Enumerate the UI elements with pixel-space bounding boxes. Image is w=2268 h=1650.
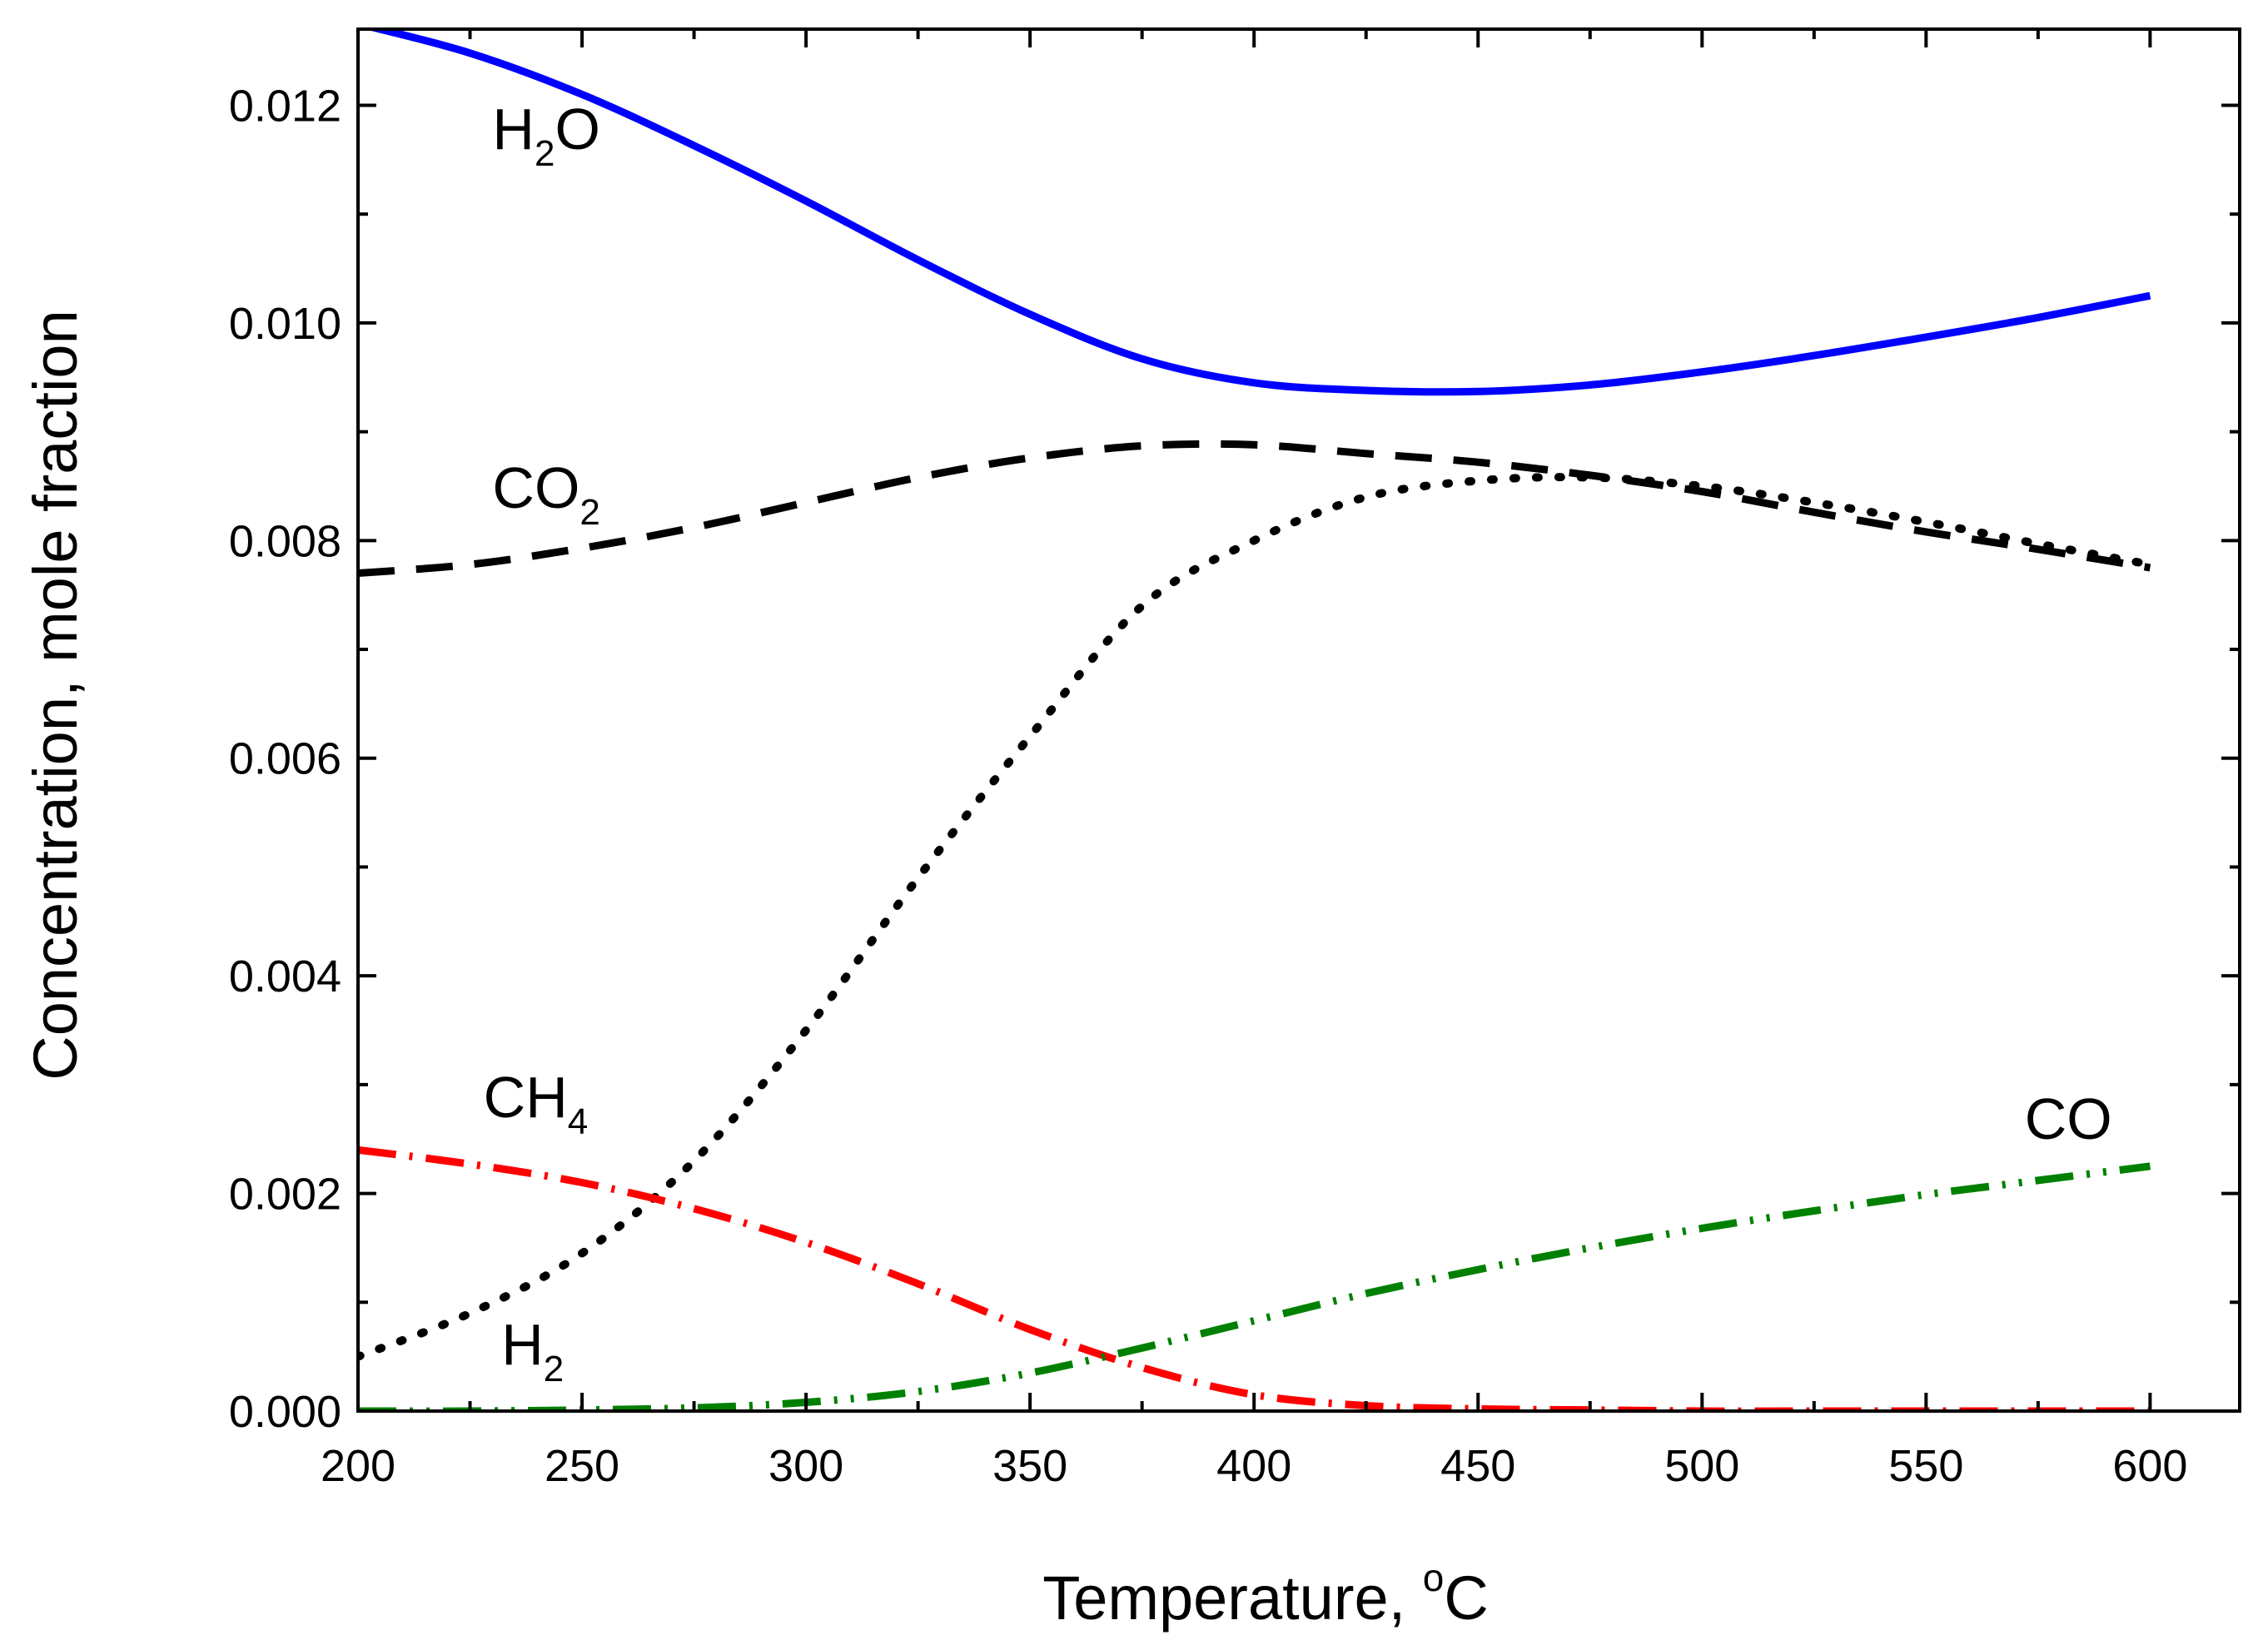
series-line-h2 bbox=[358, 473, 2155, 1361]
x-tick-label: 600 bbox=[2112, 1441, 2187, 1491]
series-line-ch4 bbox=[358, 1146, 2151, 1411]
y-tick-label: 0.008 bbox=[229, 516, 341, 566]
y-tick-label: 0.002 bbox=[229, 1170, 341, 1220]
data-series bbox=[358, 29, 2155, 1411]
series-label-co: CO bbox=[2025, 1086, 2112, 1151]
x-tick-label: 400 bbox=[1216, 1441, 1291, 1491]
series-line-h2o bbox=[364, 29, 2151, 396]
series-label-ch4: CH4 bbox=[484, 1065, 589, 1142]
axes: 200 250 300 350 400 450 500 550 600 0.000 0.002 0.0… bbox=[229, 27, 2241, 1491]
series-label-h2: H2 bbox=[501, 1312, 564, 1389]
y-axis-title: Concentration, mole fraction bbox=[21, 310, 90, 1080]
x-tick-label: 500 bbox=[1664, 1441, 1739, 1491]
y-tick-label: 0.000 bbox=[229, 1387, 341, 1437]
x-tick-label: 200 bbox=[321, 1441, 395, 1491]
series-line-co bbox=[358, 1162, 2151, 1411]
x-tick-label: 550 bbox=[1888, 1441, 1963, 1491]
series-label-h2o: H2O bbox=[492, 97, 600, 174]
series-line-co2 bbox=[358, 440, 2151, 577]
y-tick-label: 0.012 bbox=[229, 81, 341, 131]
series-labels: H2O CO2 H2 CH4 CO bbox=[484, 97, 2112, 1389]
y-tick-label: 0.006 bbox=[229, 734, 341, 784]
x-tick-label: 450 bbox=[1440, 1441, 1515, 1491]
x-tick-label: 250 bbox=[545, 1441, 619, 1491]
plot-frame bbox=[356, 27, 2241, 1413]
series-label-co2: CO2 bbox=[492, 455, 599, 533]
axis-titles: Temperature, oC Concentration, mole fract… bbox=[21, 310, 1489, 1633]
y-tick-label: 0.010 bbox=[229, 299, 341, 349]
x-tick-label: 350 bbox=[992, 1441, 1067, 1491]
x-axis-title: Temperature, oC bbox=[1042, 1556, 1489, 1633]
y-tick-label: 0.004 bbox=[229, 952, 341, 1001]
x-tick-label: 300 bbox=[768, 1441, 843, 1491]
